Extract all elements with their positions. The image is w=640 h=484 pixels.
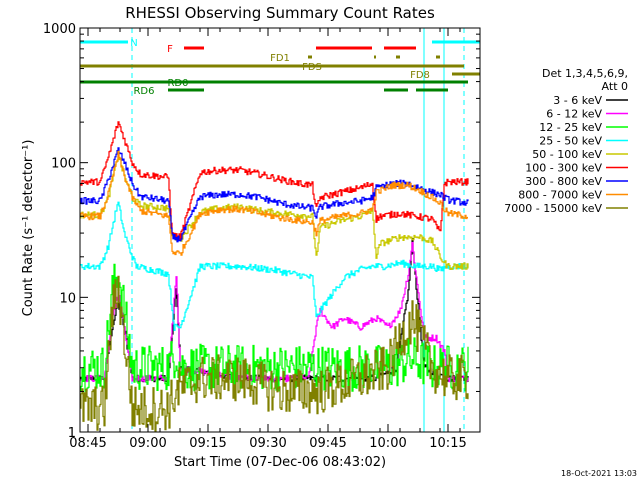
plot-area: N F FD1 FDS FD8 RD0 RD6 1 10 100 1000 08:45 09:00 09:… (43, 22, 481, 451)
flag-bar (168, 88, 204, 92)
legend-header: Att 0 (602, 80, 628, 93)
flag-label: F (167, 44, 173, 55)
y-tick-label: 1 (68, 426, 76, 441)
flag-bar (374, 55, 376, 59)
legend-entry-label: 3 - 6 keV (553, 94, 602, 107)
timestamp: 18-Oct-2021 13:03 (561, 469, 637, 478)
flag-label: RD0 (167, 78, 188, 89)
flag-bar (80, 64, 464, 68)
chart-title: RHESSI Observing Summary Count Rates (125, 4, 435, 22)
flag-bar (384, 88, 408, 92)
flag-bar (452, 72, 480, 76)
legend-entry-label: 6 - 12 keV (546, 108, 602, 121)
legend-entry-label: 100 - 300 keV (525, 162, 602, 175)
series-line (80, 275, 469, 432)
legend-entry-label: 25 - 50 keV (539, 135, 602, 148)
flag-bar (316, 46, 372, 50)
series-line (80, 155, 469, 270)
flag-bar (80, 80, 468, 84)
series-line (80, 263, 469, 392)
series-line (80, 201, 469, 331)
y-axis-label: Count Rate (s⁻¹ detector⁻¹) (21, 140, 36, 317)
y-tick-label: 1000 (43, 22, 76, 37)
legend-entry-label: 50 - 100 keV (532, 148, 602, 161)
x-axis-label: Start Time (07-Dec-06 08:43:02) (174, 455, 386, 470)
flag-bar (416, 88, 448, 92)
flag-bar (432, 40, 480, 44)
x-tick-label: 10:15 (429, 436, 466, 451)
series-group (80, 121, 469, 432)
series-line (80, 150, 468, 256)
legend-header: Det 1,3,4,5,6,9, (542, 67, 628, 80)
flag-bar (184, 46, 204, 50)
legend-entry-label: 7000 - 15000 keV (504, 202, 602, 215)
flag-label: RD6 (133, 86, 154, 97)
x-tick-label: 09:00 (129, 436, 166, 451)
x-tick-label: 09:30 (249, 436, 286, 451)
y-tick-label: 10 (59, 291, 76, 306)
legend-entry-label: 300 - 800 keV (525, 175, 602, 188)
flag-bar (80, 40, 128, 44)
x-tick-label: 10:00 (369, 436, 406, 451)
flag-label: FD8 (410, 70, 430, 81)
flag-bar (396, 55, 400, 59)
flag-bar (436, 55, 440, 59)
legend-entry-label: 800 - 7000 keV (518, 189, 602, 202)
flag-label: N (130, 38, 137, 49)
x-tick-label: 09:15 (189, 436, 226, 451)
series-line (80, 147, 469, 243)
x-tick-label: 09:45 (309, 436, 346, 451)
flag-bar (308, 55, 312, 59)
flag-label: FD1 (270, 53, 290, 64)
flag-label: FDS (302, 62, 322, 73)
legend-entry-label: 12 - 25 keV (539, 121, 602, 134)
x-tick-label: 08:45 (69, 436, 106, 451)
series-line (80, 241, 469, 383)
flag-bar (384, 46, 416, 50)
series-line (80, 121, 469, 241)
y-tick-label: 100 (51, 157, 76, 172)
